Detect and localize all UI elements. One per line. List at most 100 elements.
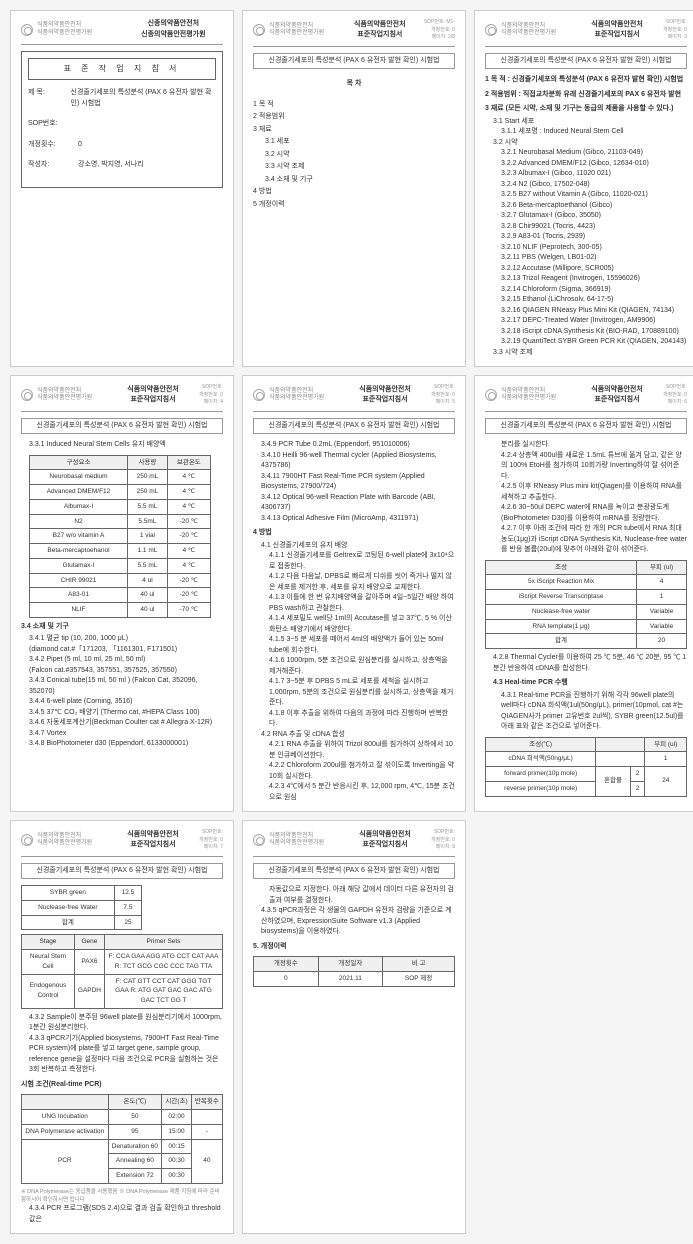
primer-table: StageGenePrimer SetsNeural Stem CellPAX6… — [21, 934, 223, 1009]
list-item: 3.4.5 37℃ CO₂ 배양기 (Thermo cat, #HEPA Cla… — [29, 708, 223, 719]
list-item: 4.2.6 30~50ul DEPC water에 RNA를 녹이고 분광광도계… — [501, 503, 687, 524]
list-item: 4.1.3 이틀에 한 번 유지배양액을 갈아주며 4일~5일간 배양 하여 P… — [269, 593, 455, 614]
cycle-title: 시험 조건(Real-time PCR) — [21, 1080, 223, 1091]
list-item: 4.2.4 상층액 400ul를 새로운 1.5mL 튜브에 옮겨 담고, 같은… — [501, 451, 687, 483]
sybr-table: SYBR green12.5 Nuclease-free Water7.5 합계… — [21, 885, 142, 930]
s5: 5. 개정이력 — [253, 942, 455, 953]
page-header: 식품의약품안전처식품의약품안전평가원 식품의약품안전처표준작업지침서 SOP번호… — [485, 384, 687, 412]
sec2: 2 적용범위 : 직접교차분화 유래 신경줄기세포의 PAX 6 유전자 발현 — [485, 90, 687, 101]
subtitle: 신경줄기세포의 특성분석 (PAX 6 유전자 발현 확인) 시험법 — [253, 863, 455, 880]
logo-icon — [253, 389, 265, 401]
logo-icon — [21, 389, 33, 401]
logo-icon — [253, 834, 265, 846]
logo-icon — [485, 24, 497, 36]
subject-row: 제 목: 신경줄기세포의 특성분석 (PAX 6 유전자 발현 확인) 시험법 — [28, 88, 216, 109]
s42: 4.2 RNA 추출 및 cDNA 합성 — [261, 730, 455, 741]
sopno-row: SOP번호: — [28, 119, 216, 130]
logo-icon — [253, 24, 265, 36]
rev-row: 개정횟수: 0 — [28, 140, 216, 151]
list-item: 3.2.1 Neurobasal Medium (Gibco, 21103-04… — [501, 148, 687, 159]
s43: 4.3 Heal-time PCR 수행 — [493, 678, 687, 689]
list-item: 3.4.4 6-well plate (Corning, 3516) — [29, 697, 223, 708]
list-item: 3.2.11 PBS (Welgen, LB01-02) — [501, 253, 687, 264]
list-item: 3.2.2 Advanced DMEM/F12 (Gibco, 12634-01… — [501, 159, 687, 170]
list-item: 4.1.2 다음 다음날, DPBS로 빠르게 디쉬를 씻어 죽거나 떨지 않은… — [269, 572, 455, 593]
list-item: 3.4.9 PCR Tube 0.2mL (Eppendorf, 9510100… — [261, 440, 455, 451]
page-2: 식품의약품안전처식품의약품안전평가원 식품의약품안전처표준작업지침서 SOP번호… — [242, 10, 466, 367]
p5-top-items: 3.4.9 PCR Tube 0.2mL (Eppendorf, 9510100… — [261, 440, 455, 524]
p8-c1: 4.3.5 qPCR과정은 각 생물의 GAPDH 유전자 검량을 기준으로 계… — [261, 906, 455, 938]
s34: 3.4 소재 및 기구 — [21, 622, 223, 633]
list-item: 3.2.14 Chloroform (Sigma, 366919) — [501, 285, 687, 296]
reagent-list: 3.2.1 Neurobasal Medium (Gibco, 21103-04… — [501, 148, 687, 348]
toc-title: 목 차 — [253, 79, 455, 90]
list-item: 4.1.7 3~5분 후 DPBS 5 mL로 세포를 세척을 실시하고 1,0… — [269, 677, 455, 709]
p6-cont: 분리를 실시한다.4.2.4 상층액 400ul를 새로운 1.5mL 튜브에 … — [501, 440, 687, 556]
author-row: 작성자: 강소영, 박지영, 서나리 — [28, 160, 216, 171]
subject-value: 신경줄기세포의 특성분석 (PAX 6 유전자 발현 확인) 시험법 — [71, 88, 216, 109]
s311: 3.1.1 세포명 : Induced Neural Stem Cell — [501, 127, 687, 138]
s33: 3.3 시약 조제 — [493, 348, 687, 359]
toc-item: 2 적용범위 — [253, 112, 455, 123]
page-8: 식품의약품안전처식품의약품안전평가원 식품의약품안전처표준작업지침서 SOP번호… — [242, 820, 466, 1234]
list-item: 4.2.5 이후 RNeasy Plus mini kit(Qiagen)를 이… — [501, 482, 687, 503]
s433: 4.3.3 qPCR기기(Applied biosystems, 7900HT … — [29, 1034, 223, 1076]
author-value: 강소영, 박지영, 서나리 — [78, 160, 144, 171]
sopno-label: SOP번호: — [28, 119, 78, 130]
page-header: 식품의약품안전처식품의약품안전평가원 식품의약품안전처표준작업지침서 SOP번호… — [21, 829, 223, 857]
items41: 4.1.1 신경줄기세포를 Geltrex로 코팅된 6-well plate에… — [269, 551, 455, 730]
page-header: 식품의약품안전처식품의약품안전평가원 식품의약품안전처표준작업지침서 SOP번호… — [253, 829, 455, 857]
list-item: 4.1.8 이후 추출을 위하여 다음의 과정에 따라 진행하며 반복한다. — [269, 709, 455, 730]
subject-label: 제 목: — [28, 88, 71, 109]
p8-c0: 자동값으로 지정한다. 아래 해당 값에서 데이터 다른 유전자의 검출과 여부… — [269, 885, 455, 906]
cycle-footnote: ※ DNA Polymerase는 동급품을 사용했음 ※ DNA Polyme… — [21, 1188, 223, 1205]
toc-item: 4 방법 — [253, 187, 455, 198]
list-item: 3.2.13 Trizol Reagent (Invitrogen, 15596… — [501, 274, 687, 285]
list-item: 3.4.8 BioPhotometer d30 (Eppendorf, 6133… — [29, 739, 223, 750]
toc-item: 5 개정이력 — [253, 200, 455, 211]
sec3: 3 재료 (모든 시약, 소재 및 기구는 동급의 제품을 사용할 수 있다.) — [485, 104, 687, 115]
subtitle: 신경줄기세포의 특성분석 (PAX 6 유전자 발현 확인) 시험법 — [485, 53, 687, 70]
list-item: 4.1.1 신경줄기세포를 Geltrex로 코팅된 6-well plate에… — [269, 551, 455, 572]
items34: 3.4.1 멸균 tip (10, 200, 1000 μL) (diamond… — [21, 634, 223, 750]
media-table: 구성요소사용량보관온도Neurobasal medium250 mL4 ℃Adv… — [29, 455, 211, 618]
cover-box: 표 준 작 업 지 침 서 제 목: 신경줄기세포의 특성분석 (PAX 6 유… — [21, 51, 223, 188]
logo-icon — [21, 24, 33, 36]
author-label: 작성자: — [28, 160, 78, 171]
list-item: 3.4.10 Heilli 96-well Thermal cycler (Ap… — [261, 451, 455, 472]
list-item: 4.2.3 4℃에서 5 분간 반응시킨 후, 12,000 rpm, 4℃, … — [269, 782, 455, 803]
list-item: 3.4.12 Optical 96-well Reaction Plate wi… — [261, 493, 455, 514]
page-4: 식품의약품안전처식품의약품안전평가원 식품의약품안전처표준작업지침서 SOP번호… — [10, 375, 234, 812]
s41: 4.1 신경줄기세포의 유지 배양 — [261, 541, 455, 552]
s431: 4.3.1 Real-time PCR을 진행하기 위해 각각 96well p… — [501, 691, 687, 733]
cycle-table: 온도(℃)시간(초)반복횟수 UNG Incubation5002:00 DNA… — [21, 1094, 223, 1184]
rev-value: 0 — [78, 140, 82, 151]
toc-sub: 3.4 소재 및 기구 — [265, 175, 455, 186]
list-item: 3.2.9 A83-01 (Tocris, 2939) — [501, 232, 687, 243]
toc-sub: 3.3 시약 조제 — [265, 162, 455, 173]
list-item: 4.2.7 이후 아래 조건에 따라 한 개의 PCR tube에서 RNA 최… — [501, 524, 687, 556]
list-item: 3.2.8 Chir99021 (Tocris, 4423) — [501, 222, 687, 233]
list-item: 4.2.1 RNA 추출을 위하여 Trizol 800ul를 침가하여 상하에… — [269, 740, 455, 761]
subtitle: 신경줄기세포의 특성분석 (PAX 6 유전자 발현 확인) 시험법 — [485, 418, 687, 435]
pcr1-table: 조성(℃)부피 (ul) cDNA 희석액(50ng/μL)1 forward … — [485, 737, 687, 797]
list-item: 3.4.6 자동세포계산기(Beckman Coulter cat # Alle… — [29, 718, 223, 729]
s32: 3.2 시약 — [493, 138, 687, 149]
list-item: 3.4.2 Pipet (5 ml, 10 ml, 25 ml, 50 ml) — [29, 655, 223, 666]
list-item: 4.1.4 세포밀도 well당 1ml의 Accutase를 넣고 37℃, … — [269, 614, 455, 635]
s4: 4 방법 — [253, 528, 455, 539]
list-item: 3.2.16 QIAGEN RNeasy Plus Mini Kit (QIAG… — [501, 306, 687, 317]
list-item: 3.4.13 Optical Adhesive Film (MicroAmp, … — [261, 514, 455, 525]
list-item: 3.2.6 Beta-mercaptoethanol (Gibco) — [501, 201, 687, 212]
subtitle: 신경줄기세포의 특성분석 (PAX 6 유전자 발현 확인) 시험법 — [21, 863, 223, 880]
page-1: 식품의약품안전처 식품의약품안전평가원 신종의약품안전처 신종의약품안전평가원 … — [10, 10, 234, 367]
toc-item: 1 목 적 — [253, 100, 455, 111]
toc-item: 3 재료 — [253, 125, 455, 136]
page-header: 식품의약품안전처식품의약품안전평가원 식품의약품안전처표준작업지침서 SOP번호… — [485, 19, 687, 47]
page-7: 식품의약품안전처식품의약품안전평가원 식품의약품안전처표준작업지침서 SOP번호… — [10, 820, 234, 1234]
subtitle: 신경줄기세포의 특성분석 (PAX 6 유전자 발현 확인) 시험법 — [21, 418, 223, 435]
list-item: 3.2.5 B27 without Vitamin A (Gibco, 1102… — [501, 190, 687, 201]
s31: 3.1 Start 세포 — [493, 117, 687, 128]
toc-sub: 3.1 세포 — [265, 137, 455, 148]
rev-label: 개정횟수: — [28, 140, 78, 151]
